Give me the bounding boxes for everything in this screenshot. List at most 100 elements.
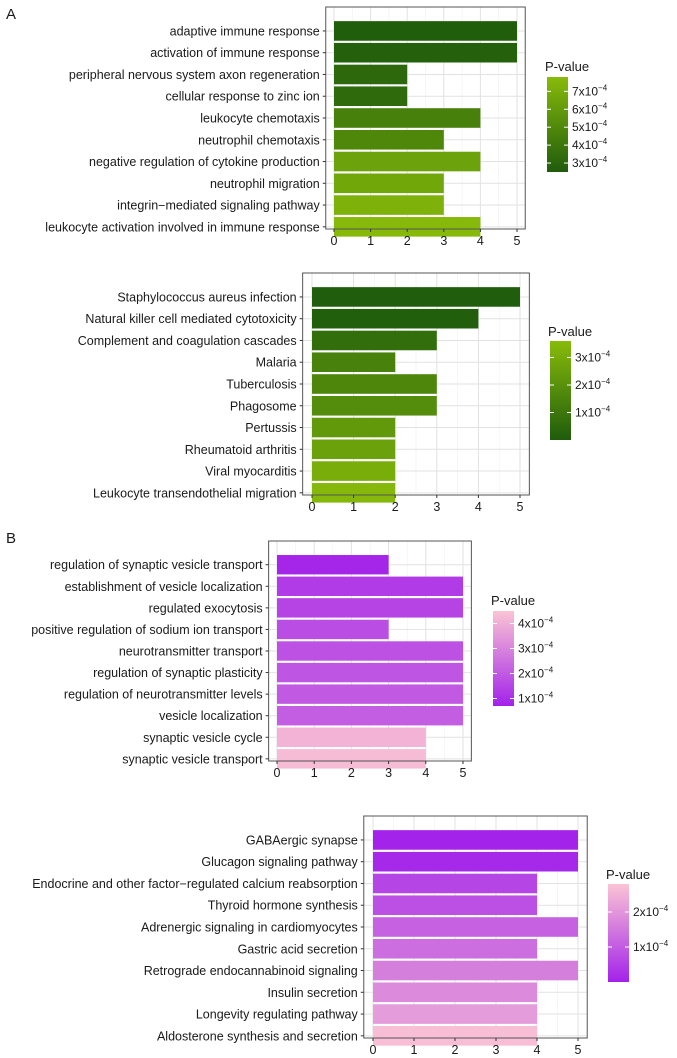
- category-label: negative regulation of cytokine producti…: [89, 155, 320, 169]
- legend-tick-label: 1x10−4: [633, 939, 669, 954]
- category-label: regulation of synaptic vesicle transport: [50, 558, 263, 572]
- bar: [334, 173, 444, 194]
- legend-tick-label: 3x10−4: [518, 641, 554, 656]
- bar: [312, 374, 437, 394]
- category-label: Longevity regulating pathway: [196, 1008, 359, 1022]
- plot-frame: [363, 815, 588, 1039]
- charts-layer: adaptive immune response activation of im…: [31, 6, 669, 1057]
- category-label: vesicle localization: [159, 709, 263, 723]
- category-label: regulation of synaptic plasticity: [93, 666, 263, 680]
- category-label: synaptic vesicle transport: [122, 752, 263, 766]
- bar: [373, 938, 537, 959]
- legend-tick-label: 2x10−4: [518, 666, 554, 681]
- bar: [334, 64, 408, 85]
- legend-tick-label: 3x10−4: [575, 350, 611, 365]
- category-label: regulation of neurotransmitter levels: [64, 688, 263, 702]
- legend-colorbar: [493, 611, 514, 706]
- x-tick-label: 1: [367, 234, 374, 248]
- chart-2: Staphylococcus aureus infection Natural k…: [78, 272, 611, 514]
- category-label: Malaria: [256, 356, 297, 370]
- x-tick-label: 5: [514, 234, 521, 248]
- category-label: peripheral nervous system axon regenerat…: [69, 68, 320, 82]
- bar: [277, 576, 463, 596]
- category-label: Rheumatoid arthritis: [185, 443, 297, 457]
- x-tick-label: 1: [350, 500, 357, 514]
- x-tick-label: 4: [475, 500, 482, 514]
- x-tick-label: 4: [477, 234, 484, 248]
- bar: [373, 960, 578, 981]
- chart-3: regulation of synaptic vesicle transport…: [31, 540, 554, 780]
- chart-1: adaptive immune response activation of im…: [45, 6, 608, 248]
- bar: [277, 555, 389, 575]
- legend-title: P-value: [491, 593, 535, 608]
- plot-frame: [325, 6, 526, 230]
- legend-colorbar: [547, 77, 568, 172]
- category-label: establishment of vesicle localization: [65, 580, 263, 594]
- bar: [312, 395, 437, 416]
- legend-tick-label: 7x10−4: [572, 83, 608, 98]
- category-label: activation of immune response: [150, 46, 320, 60]
- bar: [334, 195, 444, 215]
- bar: [334, 108, 481, 128]
- category-label: neutrophil chemotaxis: [198, 133, 320, 147]
- legend-tick-label: 4x10−4: [572, 137, 608, 152]
- category-label: adaptive immune response: [170, 24, 320, 38]
- category-label: leukocyte activation involved in immune …: [45, 220, 319, 234]
- bar: [373, 851, 578, 872]
- x-tick-label: 3: [493, 1043, 500, 1057]
- category-label: GABAergic synapse: [246, 833, 358, 847]
- category-label: cellular response to zinc ion: [166, 90, 320, 104]
- category-label: neurotransmitter transport: [119, 645, 263, 659]
- legend-tick-label: 6x10−4: [572, 101, 608, 116]
- category-label: Complement and coagulation cascades: [78, 334, 297, 348]
- x-tick-label: 2: [404, 234, 411, 248]
- category-label: Thyroid hormone synthesis: [208, 899, 358, 913]
- bar: [373, 982, 537, 1003]
- category-label: regulated exocytosis: [149, 601, 263, 615]
- category-label: Natural killer cell mediated cytotoxicit…: [85, 312, 297, 326]
- bar: [334, 151, 481, 172]
- x-tick-label: 0: [370, 1043, 377, 1057]
- bar: [312, 461, 396, 481]
- category-label: neutrophil migration: [210, 177, 320, 191]
- bar: [373, 873, 537, 894]
- x-tick-label: 3: [440, 234, 447, 248]
- category-label: Staphylococcus aureus infection: [117, 290, 296, 304]
- category-label: positive regulation of sodium ion transp…: [31, 623, 263, 637]
- category-label: Gastric acid secretion: [238, 942, 358, 956]
- bar: [277, 619, 389, 640]
- legend-colorbar: [550, 341, 571, 440]
- x-tick-label: 4: [534, 1043, 541, 1057]
- category-label: Phagosome: [230, 399, 297, 413]
- category-label: integrin−mediated signaling pathway: [117, 199, 320, 213]
- bar: [312, 308, 479, 329]
- bar: [373, 1004, 537, 1024]
- chart-4: GABAergic synapse Glucagon signaling path…: [32, 815, 669, 1057]
- category-label: leukocyte chemotaxis: [200, 112, 320, 126]
- category-label: Pertussis: [245, 421, 296, 435]
- panel-label-b: B: [6, 530, 16, 547]
- x-tick-label: 5: [517, 500, 524, 514]
- x-tick-label: 2: [348, 766, 355, 780]
- legend-tick-label: 2x10−4: [633, 904, 669, 919]
- bar: [277, 727, 426, 747]
- plot-frame: [302, 272, 530, 496]
- bar: [277, 706, 463, 726]
- bar: [277, 641, 463, 661]
- bar: [312, 483, 396, 503]
- bar: [373, 895, 537, 916]
- x-tick-label: 0: [309, 500, 316, 514]
- panel-label-a: A: [6, 6, 16, 23]
- legend-title: P-value: [545, 59, 589, 74]
- bar: [277, 598, 463, 618]
- bar: [312, 330, 437, 351]
- category-label: Retrograde endocannabinoid signaling: [144, 964, 358, 978]
- category-label: Tuberculosis: [226, 378, 296, 392]
- legend-title: P-value: [548, 324, 592, 339]
- category-label: Glucagon signaling pathway: [201, 855, 358, 869]
- bar: [277, 684, 463, 704]
- bar: [312, 352, 396, 373]
- bar: [312, 439, 396, 460]
- x-tick-label: 1: [411, 1043, 418, 1057]
